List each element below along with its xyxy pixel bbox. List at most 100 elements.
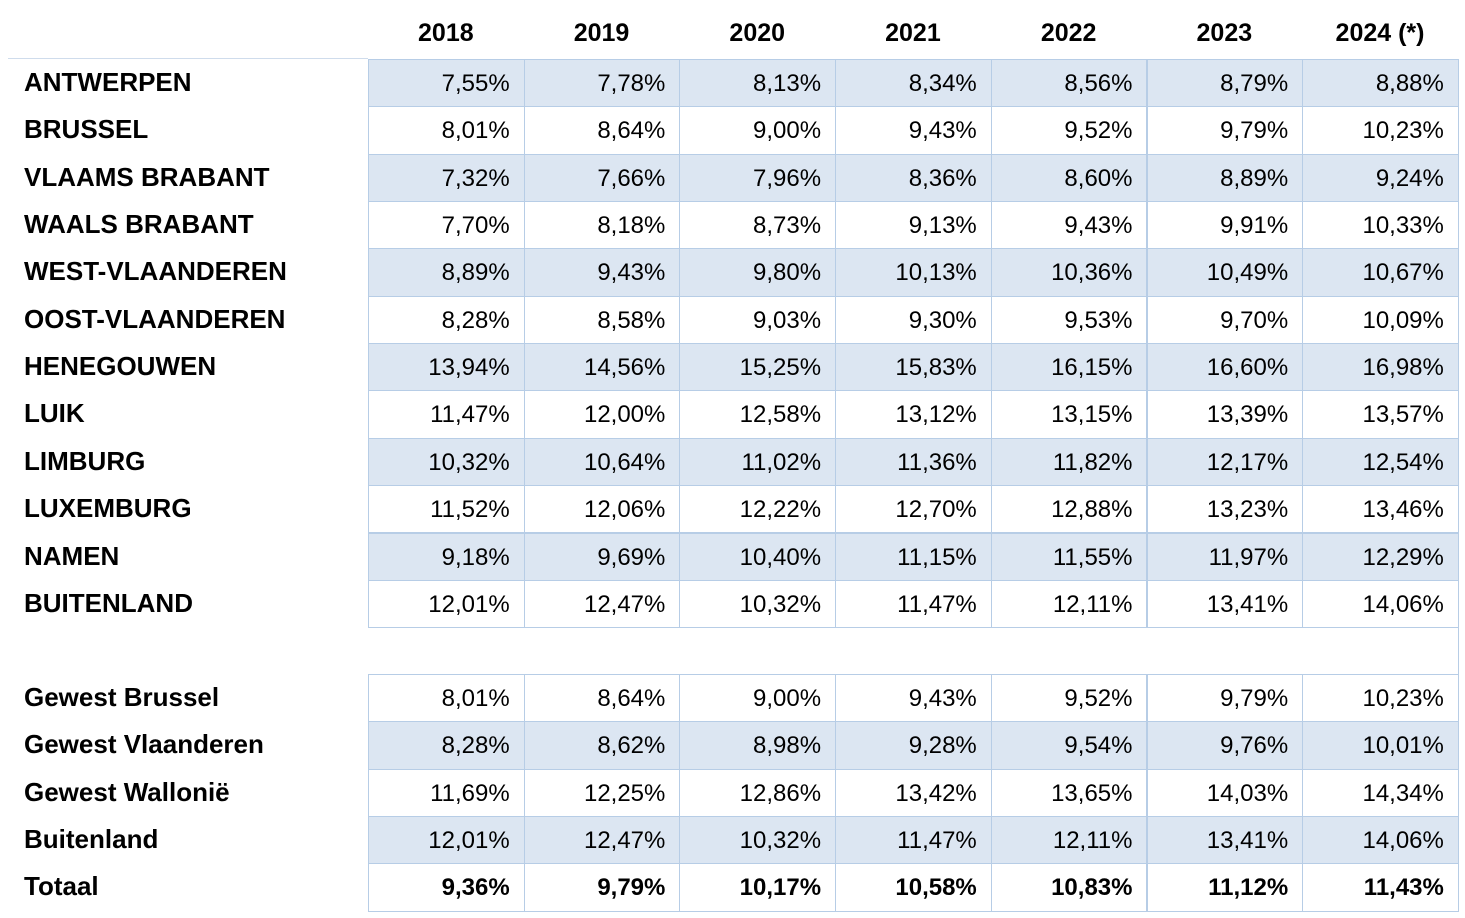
row-label: VLAAMS BRABANT (24, 161, 270, 192)
value-cell: 9,43% (835, 674, 992, 723)
value-cell: 12,88% (990, 485, 1148, 534)
value-cell: 13,12% (835, 390, 992, 439)
header-rule (8, 58, 368, 59)
value-cell: 16,98% (1302, 343, 1459, 392)
value-cell: 9,00% (679, 674, 837, 723)
value-cell: 15,83% (835, 343, 992, 392)
value-cell: 7,78% (523, 59, 681, 108)
value-cell: 9,80% (679, 248, 837, 297)
value-cell: 10,33% (1302, 201, 1459, 250)
value-cell: 9,30% (835, 295, 992, 345)
value-cell: 9,79% (523, 863, 681, 912)
value-cell: 9,43% (523, 248, 681, 297)
value-cell: 11,69% (368, 768, 525, 818)
value-cell: 15,25% (679, 343, 837, 392)
value-cell: 7,55% (368, 59, 525, 108)
value-cell: 12,01% (368, 816, 525, 865)
row-label: Gewest Vlaanderen (24, 729, 264, 760)
value-cell: 8,01% (368, 106, 525, 155)
value-cell: 9,79% (1146, 106, 1304, 155)
value-cell: 11,12% (1146, 863, 1304, 912)
value-cell: 12,11% (990, 816, 1148, 865)
value-cell: 13,39% (1146, 390, 1304, 439)
value-cell: 12,06% (523, 485, 681, 534)
value-cell: 11,47% (835, 579, 992, 629)
value-cell: 12,54% (1302, 437, 1459, 487)
value-cell: 9,36% (368, 863, 525, 912)
row-label: BUITENLAND (24, 587, 193, 618)
value-cell: 7,70% (368, 201, 525, 250)
value-cell: 11,43% (1302, 863, 1459, 912)
value-cell: 12,11% (990, 579, 1148, 629)
row-label: ANTWERPEN (24, 67, 192, 97)
value-cell: 10,17% (679, 863, 837, 912)
value-cell: 8,60% (990, 153, 1148, 203)
value-cell: 8,18% (523, 201, 681, 250)
value-cell: 8,64% (523, 106, 681, 155)
value-cell: 9,52% (990, 106, 1148, 155)
value-cell: 9,18% (368, 532, 525, 581)
value-cell: 13,65% (990, 768, 1148, 818)
value-cell: 9,91% (1146, 201, 1304, 250)
value-cell: 12,58% (679, 390, 837, 439)
value-cell: 12,22% (679, 485, 837, 534)
value-cell: 10,09% (1302, 295, 1459, 345)
value-cell: 9,03% (679, 295, 837, 345)
value-cell: 14,03% (1146, 768, 1304, 818)
value-cell: 11,15% (835, 532, 992, 581)
row-label: LUIK (24, 398, 85, 429)
value-cell: 8,89% (1146, 153, 1304, 203)
value-cell: 8,01% (368, 674, 525, 723)
value-cell: 9,54% (990, 721, 1148, 770)
value-cell: 8,73% (679, 201, 837, 250)
value-cell: 13,46% (1302, 485, 1459, 534)
value-cell: 9,28% (835, 721, 992, 770)
value-cell: 8,28% (368, 721, 525, 770)
row-label: Buitenland (24, 824, 159, 855)
row-label: LIMBURG (24, 445, 146, 476)
value-cell: 8,62% (523, 721, 681, 770)
value-cell: 9,13% (835, 201, 992, 250)
column-header: 2019 (573, 19, 630, 47)
value-cell: 11,97% (1146, 532, 1304, 581)
row-label: LUXEMBURG (24, 493, 192, 524)
value-cell: 13,42% (835, 768, 992, 818)
value-cell: 12,17% (1146, 437, 1304, 487)
value-cell: 10,36% (990, 248, 1148, 297)
value-cell: 10,23% (1302, 674, 1459, 723)
value-cell: 8,79% (1146, 59, 1304, 108)
column-header: 2024 (*) (1335, 19, 1425, 47)
value-cell: 8,56% (990, 59, 1148, 108)
value-cell: 10,32% (679, 579, 837, 629)
row-label: BRUSSEL (24, 114, 149, 145)
row-label: OOST-VLAANDEREN (24, 303, 286, 334)
row-label: Gewest Wallonië (24, 776, 230, 807)
value-cell: 8,88% (1302, 59, 1459, 108)
row-label: WEST-VLAANDEREN (24, 256, 287, 287)
value-cell: 10,32% (368, 437, 525, 487)
column-header: 2018 (418, 19, 474, 47)
value-cell: 11,02% (679, 437, 837, 487)
value-cell: 10,13% (835, 248, 992, 297)
value-cell: 9,43% (835, 106, 992, 155)
value-cell: 12,70% (835, 485, 992, 534)
value-cell: 9,53% (990, 295, 1148, 345)
value-cell: 16,60% (1146, 343, 1304, 392)
value-cell: 8,13% (679, 59, 837, 108)
value-cell: 9,00% (679, 106, 837, 155)
value-cell: 11,47% (368, 390, 525, 439)
column-header: 2021 (885, 19, 941, 47)
value-cell: 10,32% (679, 816, 837, 865)
value-cell: 9,70% (1146, 295, 1304, 345)
value-cell: 13,15% (990, 390, 1148, 439)
row-label: HENEGOUWEN (24, 351, 217, 382)
value-cell: 7,66% (523, 153, 681, 203)
value-cell: 14,06% (1302, 816, 1459, 865)
section-gap (368, 627, 1459, 674)
value-cell: 10,64% (523, 437, 681, 487)
value-cell: 12,01% (368, 579, 525, 629)
column-header: 2023 (1196, 19, 1253, 47)
value-cell: 10,58% (835, 863, 992, 912)
value-cell: 14,56% (523, 343, 681, 392)
value-cell: 11,55% (990, 532, 1148, 581)
